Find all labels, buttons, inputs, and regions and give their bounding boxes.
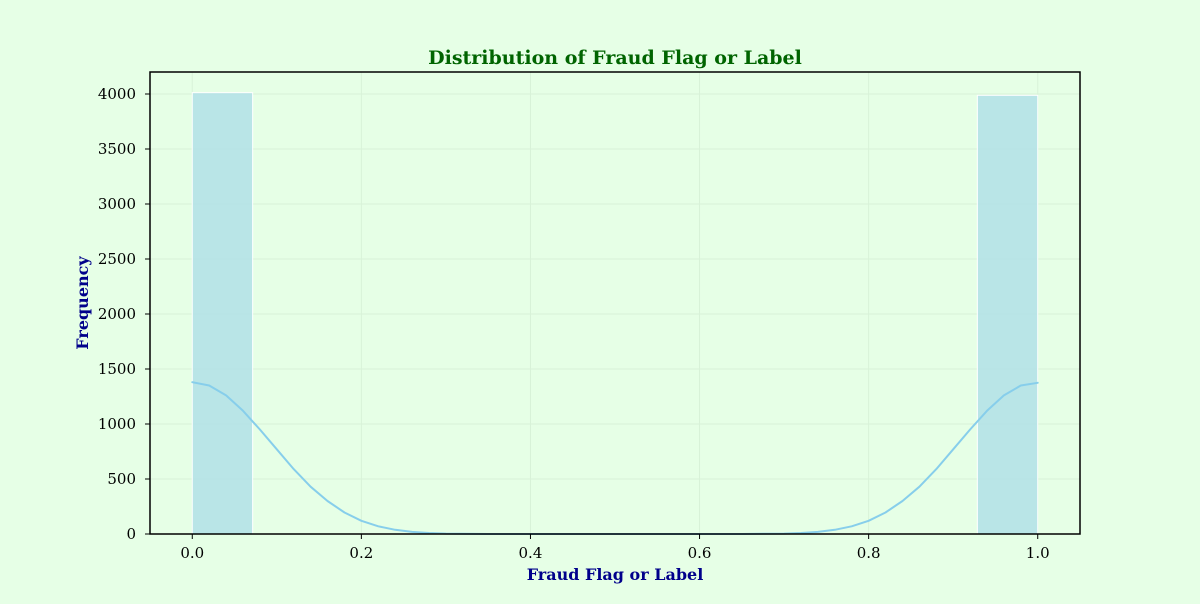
- x-tick-label: 0.6: [688, 544, 712, 562]
- y-tick-label: 1000: [98, 415, 136, 433]
- y-tick-label: 0: [126, 525, 136, 543]
- y-tick-label: 500: [107, 470, 136, 488]
- plot-frame: [149, 71, 1081, 535]
- x-tick-label: 1.0: [1026, 544, 1050, 562]
- y-tick-label: 2000: [98, 305, 136, 323]
- histogram-bars: [191, 92, 1039, 535]
- x-axis-title: Fraud Flag or Label: [527, 565, 704, 584]
- y-tick-label: 4000: [98, 85, 136, 103]
- y-tick-label: 3000: [98, 195, 136, 213]
- y-tick-label: 1500: [98, 360, 136, 378]
- x-tick-label: 0.4: [519, 544, 543, 562]
- y-axis-title: Frequency: [73, 256, 92, 350]
- y-tick-label: 3500: [98, 140, 136, 158]
- x-tick-label: 0.0: [180, 544, 204, 562]
- histogram-bar: [976, 94, 1039, 535]
- y-tick-label: 2500: [98, 250, 136, 268]
- x-tick-label: 0.8: [857, 544, 881, 562]
- chart-title: Distribution of Fraud Flag or Label: [428, 47, 802, 69]
- y-axis-ticks: 0 500 1000 1500 2000 2500 3000 3500 4000: [98, 85, 150, 543]
- x-axis-ticks: 0.0 0.2 0.4 0.6 0.8 1.0: [180, 534, 1050, 562]
- grid-lines: [150, 72, 1080, 535]
- x-tick-label: 0.2: [349, 544, 373, 562]
- histogram-bar: [191, 92, 254, 535]
